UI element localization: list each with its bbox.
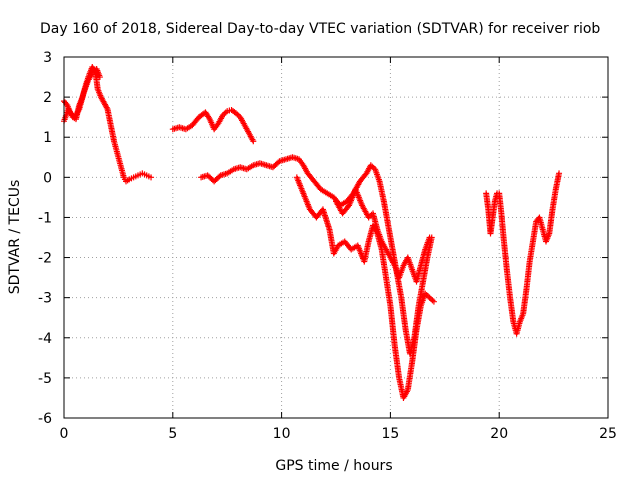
y-axis-label: SDTVAR / TECUs: [7, 180, 23, 295]
series-arc-5: [333, 186, 433, 285]
x-tick-label: 0: [60, 426, 69, 442]
data-point-marker: [148, 174, 155, 181]
data-point-marker: [556, 170, 563, 177]
series-arc-4: [293, 174, 437, 401]
x-tick-label: 10: [273, 426, 291, 442]
x-axis-label: GPS time / hours: [275, 458, 392, 474]
y-tick-label: -6: [38, 411, 52, 427]
series-arc-2: [169, 106, 257, 145]
tick-labels: 0 5 10 15 20 25 -6 -5 -4 -3 -2 -1 0 1 2 3: [38, 50, 617, 442]
y-tick-label: 3: [43, 50, 52, 66]
y-tick-label: 1: [43, 130, 52, 146]
data-point-marker: [96, 74, 103, 81]
data-point-marker: [426, 234, 433, 241]
data-point-marker: [205, 114, 212, 121]
data-point-marker: [250, 138, 257, 145]
data-point-marker: [430, 298, 437, 305]
x-tick-label: 25: [599, 426, 617, 442]
y-tick-label: 0: [43, 170, 52, 186]
plot-frame: [63, 56, 609, 419]
y-tick-label: -1: [38, 210, 52, 226]
series-arc-6: [483, 170, 563, 337]
y-tick-label: -2: [38, 251, 52, 267]
x-tick-label: 5: [168, 426, 177, 442]
x-tick-label: 20: [490, 426, 508, 442]
y-tick-label: -5: [38, 371, 52, 387]
series-arc-1b: [61, 66, 103, 121]
x-tick-label: 15: [381, 426, 399, 442]
chart-title: Day 160 of 2018, Sidereal Day-to-day VTE…: [40, 21, 600, 37]
data-series: [61, 64, 563, 401]
y-tick-label: -3: [38, 291, 52, 307]
y-tick-label: 2: [43, 90, 52, 106]
y-tick-label: -4: [38, 331, 52, 347]
